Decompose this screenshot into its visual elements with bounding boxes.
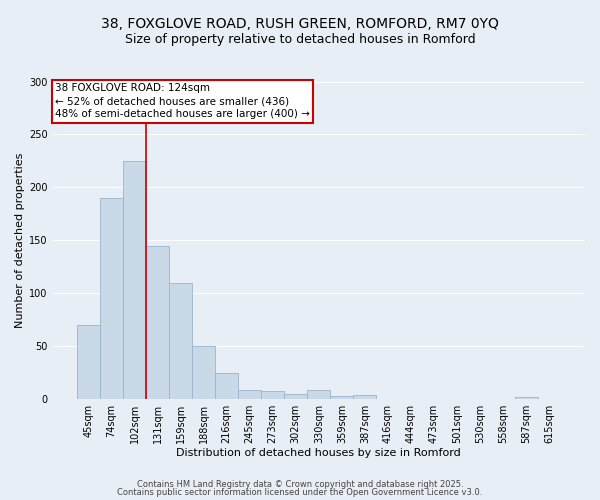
Text: Size of property relative to detached houses in Romford: Size of property relative to detached ho… — [125, 32, 475, 46]
Bar — [307, 390, 331, 399]
Bar — [353, 395, 376, 399]
Text: Contains public sector information licensed under the Open Government Licence v3: Contains public sector information licen… — [118, 488, 482, 497]
Bar — [146, 246, 169, 399]
Text: 38 FOXGLOVE ROAD: 124sqm
← 52% of detached houses are smaller (436)
48% of semi-: 38 FOXGLOVE ROAD: 124sqm ← 52% of detach… — [55, 83, 310, 120]
Bar — [192, 346, 215, 399]
Bar — [261, 390, 284, 399]
Text: 38, FOXGLOVE ROAD, RUSH GREEN, ROMFORD, RM7 0YQ: 38, FOXGLOVE ROAD, RUSH GREEN, ROMFORD, … — [101, 18, 499, 32]
Bar — [169, 282, 192, 399]
X-axis label: Distribution of detached houses by size in Romford: Distribution of detached houses by size … — [176, 448, 461, 458]
Bar — [284, 394, 307, 399]
Bar — [123, 161, 146, 399]
Y-axis label: Number of detached properties: Number of detached properties — [15, 152, 25, 328]
Bar — [100, 198, 123, 399]
Bar — [77, 325, 100, 399]
Bar — [515, 397, 538, 399]
Bar — [238, 390, 261, 399]
Bar — [331, 396, 353, 399]
Bar — [215, 372, 238, 399]
Text: Contains HM Land Registry data © Crown copyright and database right 2025.: Contains HM Land Registry data © Crown c… — [137, 480, 463, 489]
